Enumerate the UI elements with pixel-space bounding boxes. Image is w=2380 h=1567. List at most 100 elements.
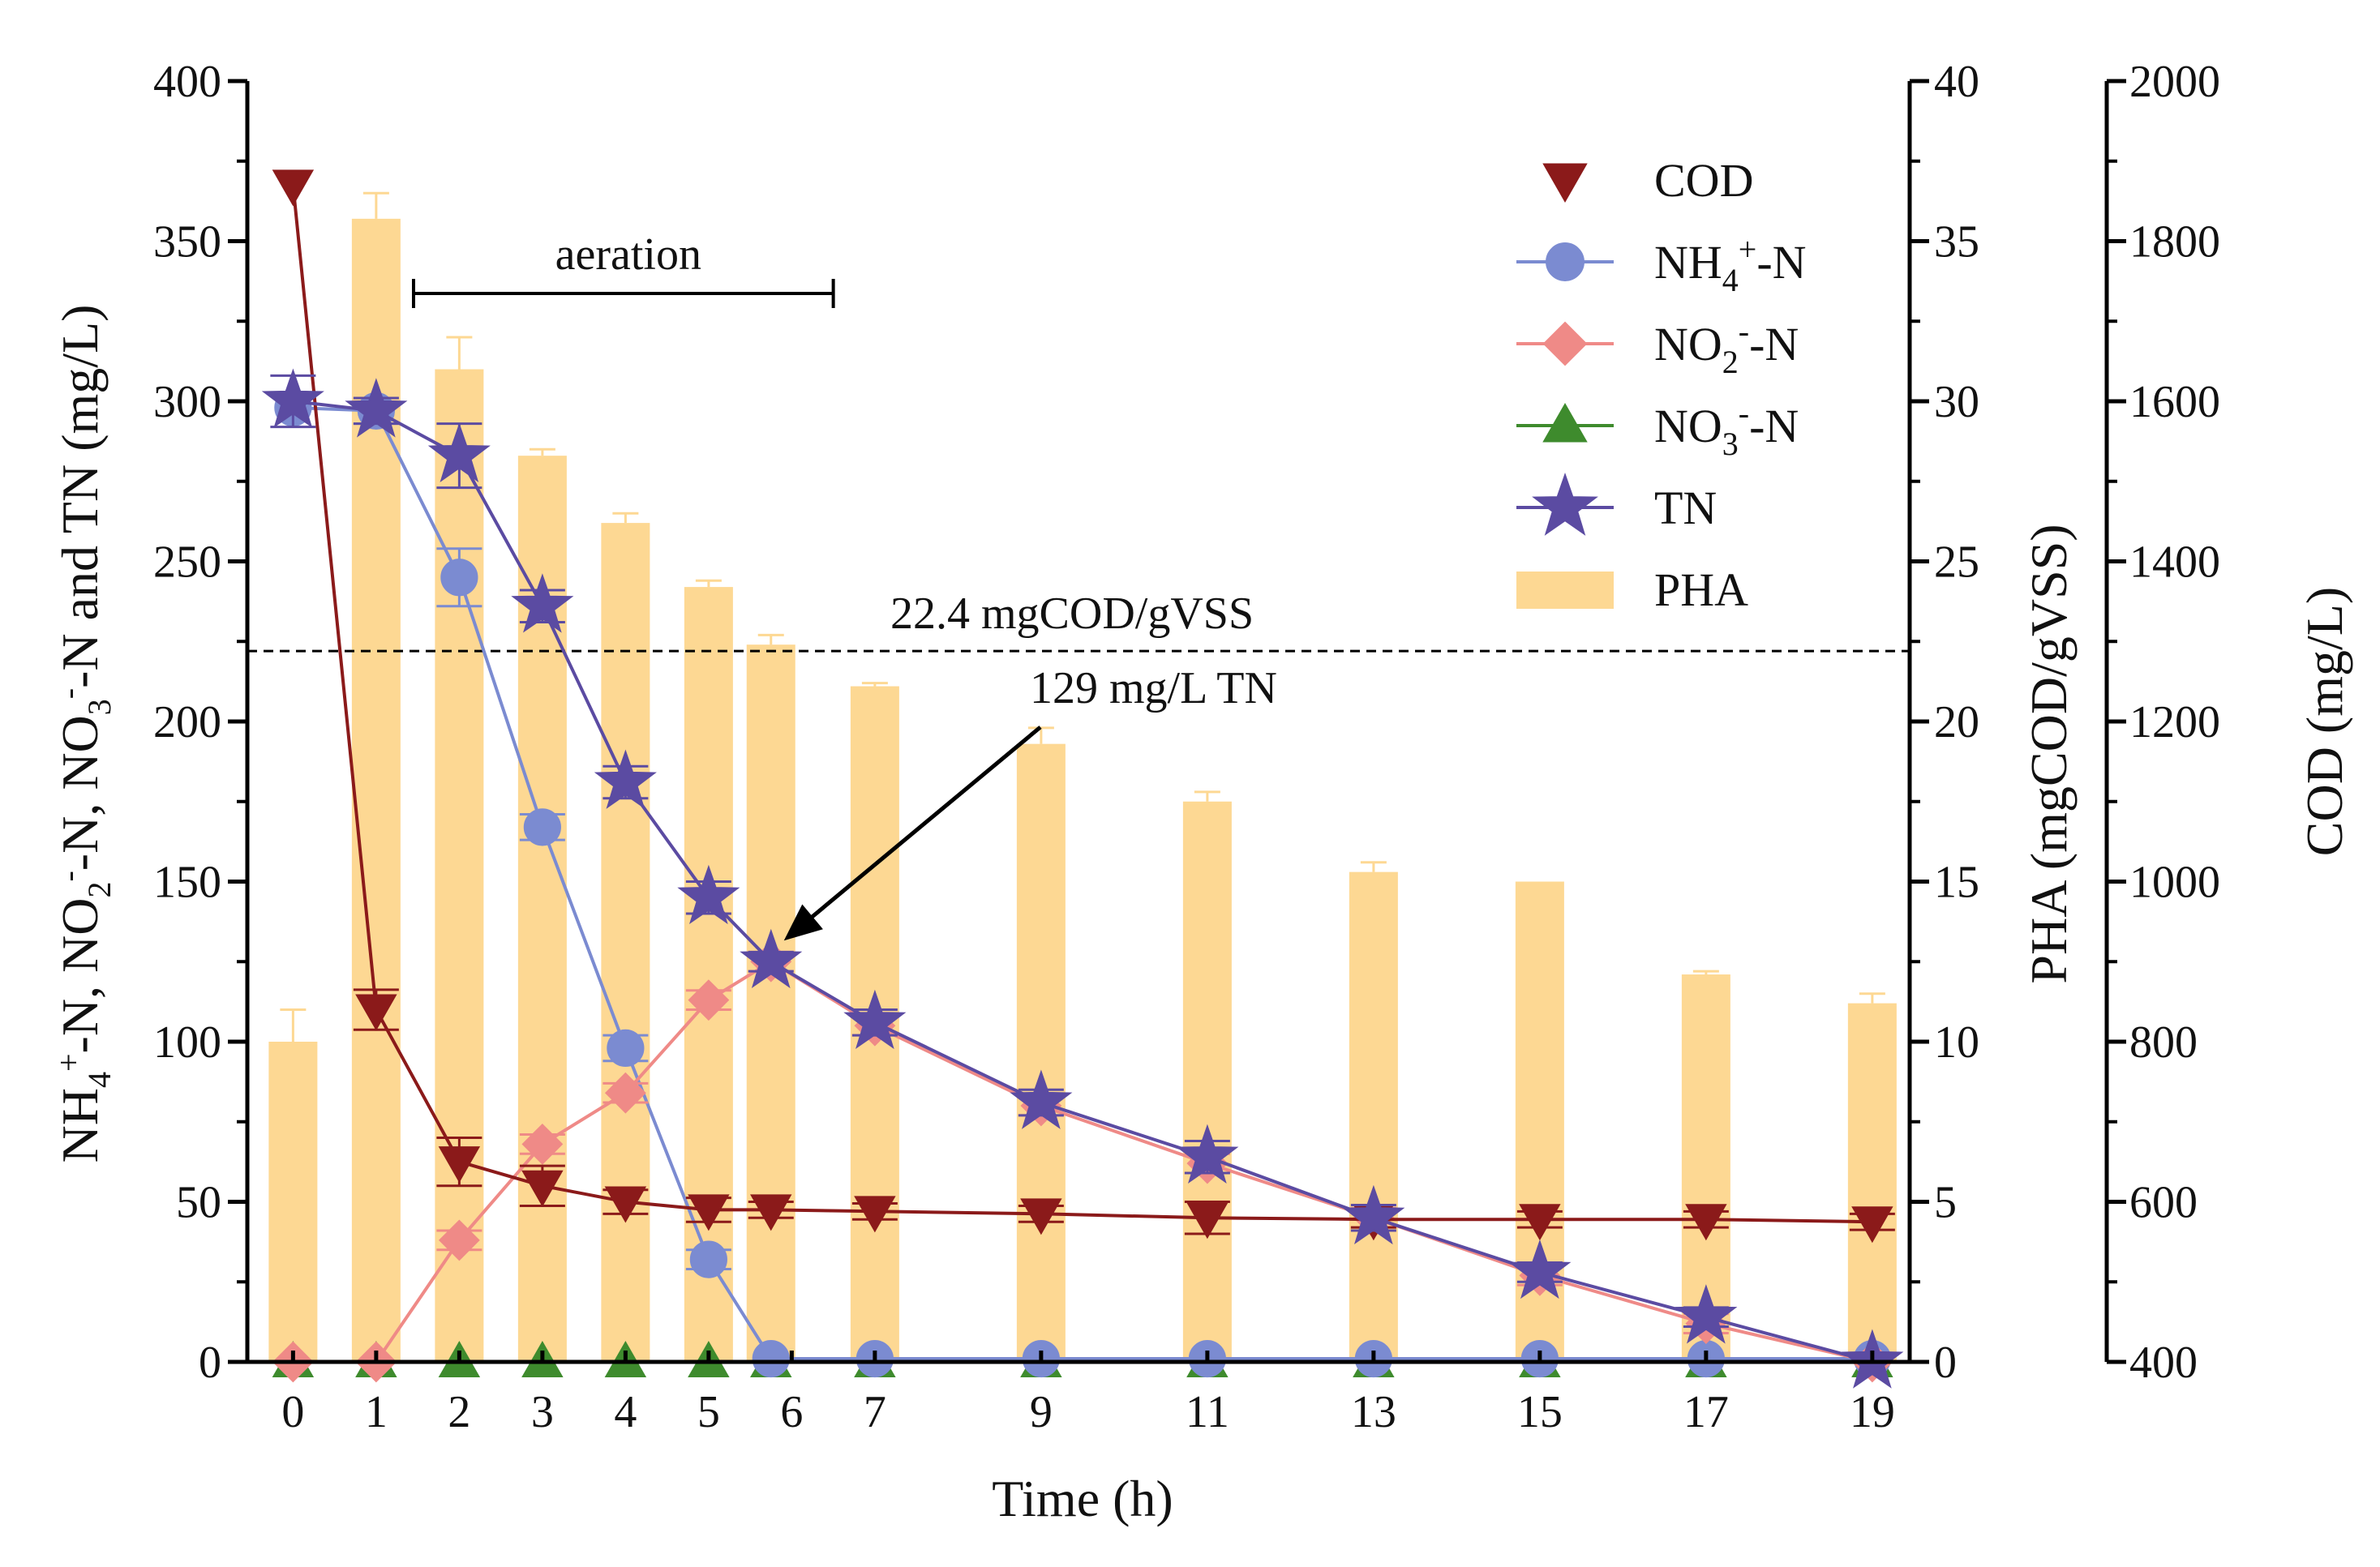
- y-right-cod-tick-label: 400: [2129, 1338, 2198, 1388]
- legend-marker-cod: [1542, 163, 1588, 203]
- tn-point-label: 129 mg/L TN: [1030, 663, 1277, 713]
- legend-label-cod: COD: [1654, 154, 1753, 207]
- y-left-tick-label: 100: [153, 1017, 221, 1068]
- pha-bars: [268, 191, 1897, 1363]
- annotations: aeration 22.4 mgCOD/gVSS 129 mg/L TN: [412, 229, 1277, 941]
- x-tick-label: 15: [1517, 1387, 1563, 1437]
- y-left-tick-label: 300: [153, 377, 221, 427]
- cod-point: [750, 1194, 792, 1231]
- cod-line: [291, 185, 1872, 1224]
- y-left-tick-label: 400: [153, 57, 221, 107]
- pha-bar: [684, 587, 733, 1362]
- legend-label-pha: PHA: [1654, 563, 1748, 616]
- x-tick-label: 2: [448, 1387, 470, 1437]
- y-right-pha-tick-label: 15: [1934, 858, 1979, 908]
- nh4-n-point: [607, 1029, 645, 1068]
- y-left-tick-label: 250: [153, 537, 221, 588]
- cod-point: [604, 1186, 647, 1223]
- no2-n-point: [521, 1123, 564, 1165]
- x-tick-label: 5: [697, 1387, 720, 1437]
- legend-marker-no3-n: [1542, 402, 1588, 443]
- cod-point: [438, 1146, 481, 1184]
- tn-point: [1342, 1184, 1405, 1245]
- no2-n-point: [604, 1072, 646, 1114]
- pha-bar: [746, 644, 795, 1362]
- y-right-cod-tick-label: 800: [2129, 1017, 2198, 1068]
- aeration-label: aeration: [555, 229, 701, 280]
- y-right-cod-axis-title: COD (mg/L): [2296, 587, 2353, 856]
- tn-point: [1010, 1069, 1073, 1129]
- y-right-pha-tick-label: 25: [1934, 537, 1979, 588]
- legend-label-nh4-n: NH4+-N: [1654, 231, 1807, 298]
- cod-point: [521, 1170, 564, 1207]
- legend-swatch-pha: [1516, 572, 1614, 609]
- y-left-axis-title-group: NH4+-N, NO2--N, NO3--N and TN (mg/L): [50, 305, 118, 1163]
- tn-point: [594, 749, 657, 809]
- axes: 0501001502002503003504000510152025303540…: [50, 57, 2353, 1527]
- tn-point: [511, 573, 574, 633]
- nh4-n-point: [523, 808, 561, 846]
- legend: COD NH4+-N NO2--N NO3--N TN PHA: [1516, 154, 1807, 616]
- y-left-tick-label: 150: [153, 858, 221, 908]
- legend-marker-tn: [1532, 472, 1598, 536]
- y-right-cod-tick-label: 1000: [2129, 858, 2220, 908]
- y-right-pha-axis-title: PHA (mgCOD/gVSS): [2020, 524, 2078, 983]
- cod-point: [1020, 1198, 1062, 1235]
- legend-marker-nh4-n: [1546, 242, 1585, 281]
- y-left-tick-label: 350: [153, 217, 221, 268]
- nh4-n-point: [440, 559, 478, 597]
- no2-n-point: [438, 1219, 480, 1261]
- y-right-pha-tick-label: 0: [1934, 1338, 1957, 1388]
- x-axis-title: Time (h): [992, 1470, 1173, 1527]
- pha-bar: [268, 1042, 318, 1362]
- x-tick-label: 4: [614, 1387, 637, 1437]
- pha-bar: [1847, 1003, 1897, 1362]
- threshold-label: 22.4 mgCOD/gVSS: [890, 589, 1254, 639]
- tn-point-arrow: [804, 726, 1042, 925]
- y-right-cod-tick-label: 1600: [2129, 377, 2220, 427]
- y-left-tick-label: 200: [153, 697, 221, 747]
- y-left-tick-label: 50: [176, 1178, 221, 1228]
- cod-point: [854, 1196, 896, 1233]
- pha-bar: [1182, 801, 1232, 1362]
- y-right-cod-tick-label: 600: [2129, 1178, 2198, 1228]
- x-tick-label: 7: [864, 1387, 886, 1437]
- legend-label-tn: TN: [1654, 482, 1717, 534]
- pha-bar: [1349, 871, 1398, 1362]
- y-left-axis-title: NH4+-N, NO2--N, NO3--N and TN (mg/L): [50, 305, 118, 1163]
- y-right-pha-tick-label: 20: [1934, 697, 1979, 747]
- tn-point: [427, 422, 491, 482]
- x-tick-label: 19: [1850, 1387, 1895, 1437]
- legend-label-no2-n: NO2--N: [1654, 313, 1799, 380]
- tn-point: [677, 864, 740, 925]
- nh4-n-line: [293, 405, 1872, 1360]
- cod-point: [272, 169, 315, 207]
- x-tick-label: 11: [1186, 1387, 1229, 1437]
- tn-point: [1508, 1239, 1572, 1299]
- cod-point: [1519, 1204, 1561, 1241]
- x-tick-label: 6: [780, 1387, 803, 1437]
- x-tick-label: 17: [1683, 1387, 1729, 1437]
- pha-bar: [601, 523, 650, 1362]
- y-right-cod-tick-label: 2000: [2129, 57, 2220, 107]
- tn-point: [345, 378, 408, 438]
- x-tick-label: 9: [1030, 1387, 1053, 1437]
- tn-point: [1675, 1284, 1738, 1344]
- x-tick-label: 3: [531, 1387, 554, 1437]
- tn-point-arrowhead: [783, 904, 823, 941]
- cod-point: [1851, 1206, 1893, 1244]
- tn-point: [261, 368, 324, 428]
- cod-point: [1685, 1204, 1727, 1241]
- tn-point: [1176, 1124, 1239, 1184]
- cod-point: [355, 994, 397, 1031]
- y-right-pha-tick-label: 40: [1934, 57, 1979, 107]
- pha-bar: [435, 369, 484, 1362]
- y-right-cod-tick-label: 1400: [2129, 537, 2220, 588]
- y-right-pha-tick-label: 35: [1934, 217, 1979, 268]
- nh4-n-point: [689, 1240, 727, 1278]
- nh4-n-point: [752, 1339, 790, 1378]
- x-tick-label: 1: [365, 1387, 388, 1437]
- legend-label-no3-n: NO3--N: [1654, 395, 1799, 462]
- tn-point: [740, 928, 803, 989]
